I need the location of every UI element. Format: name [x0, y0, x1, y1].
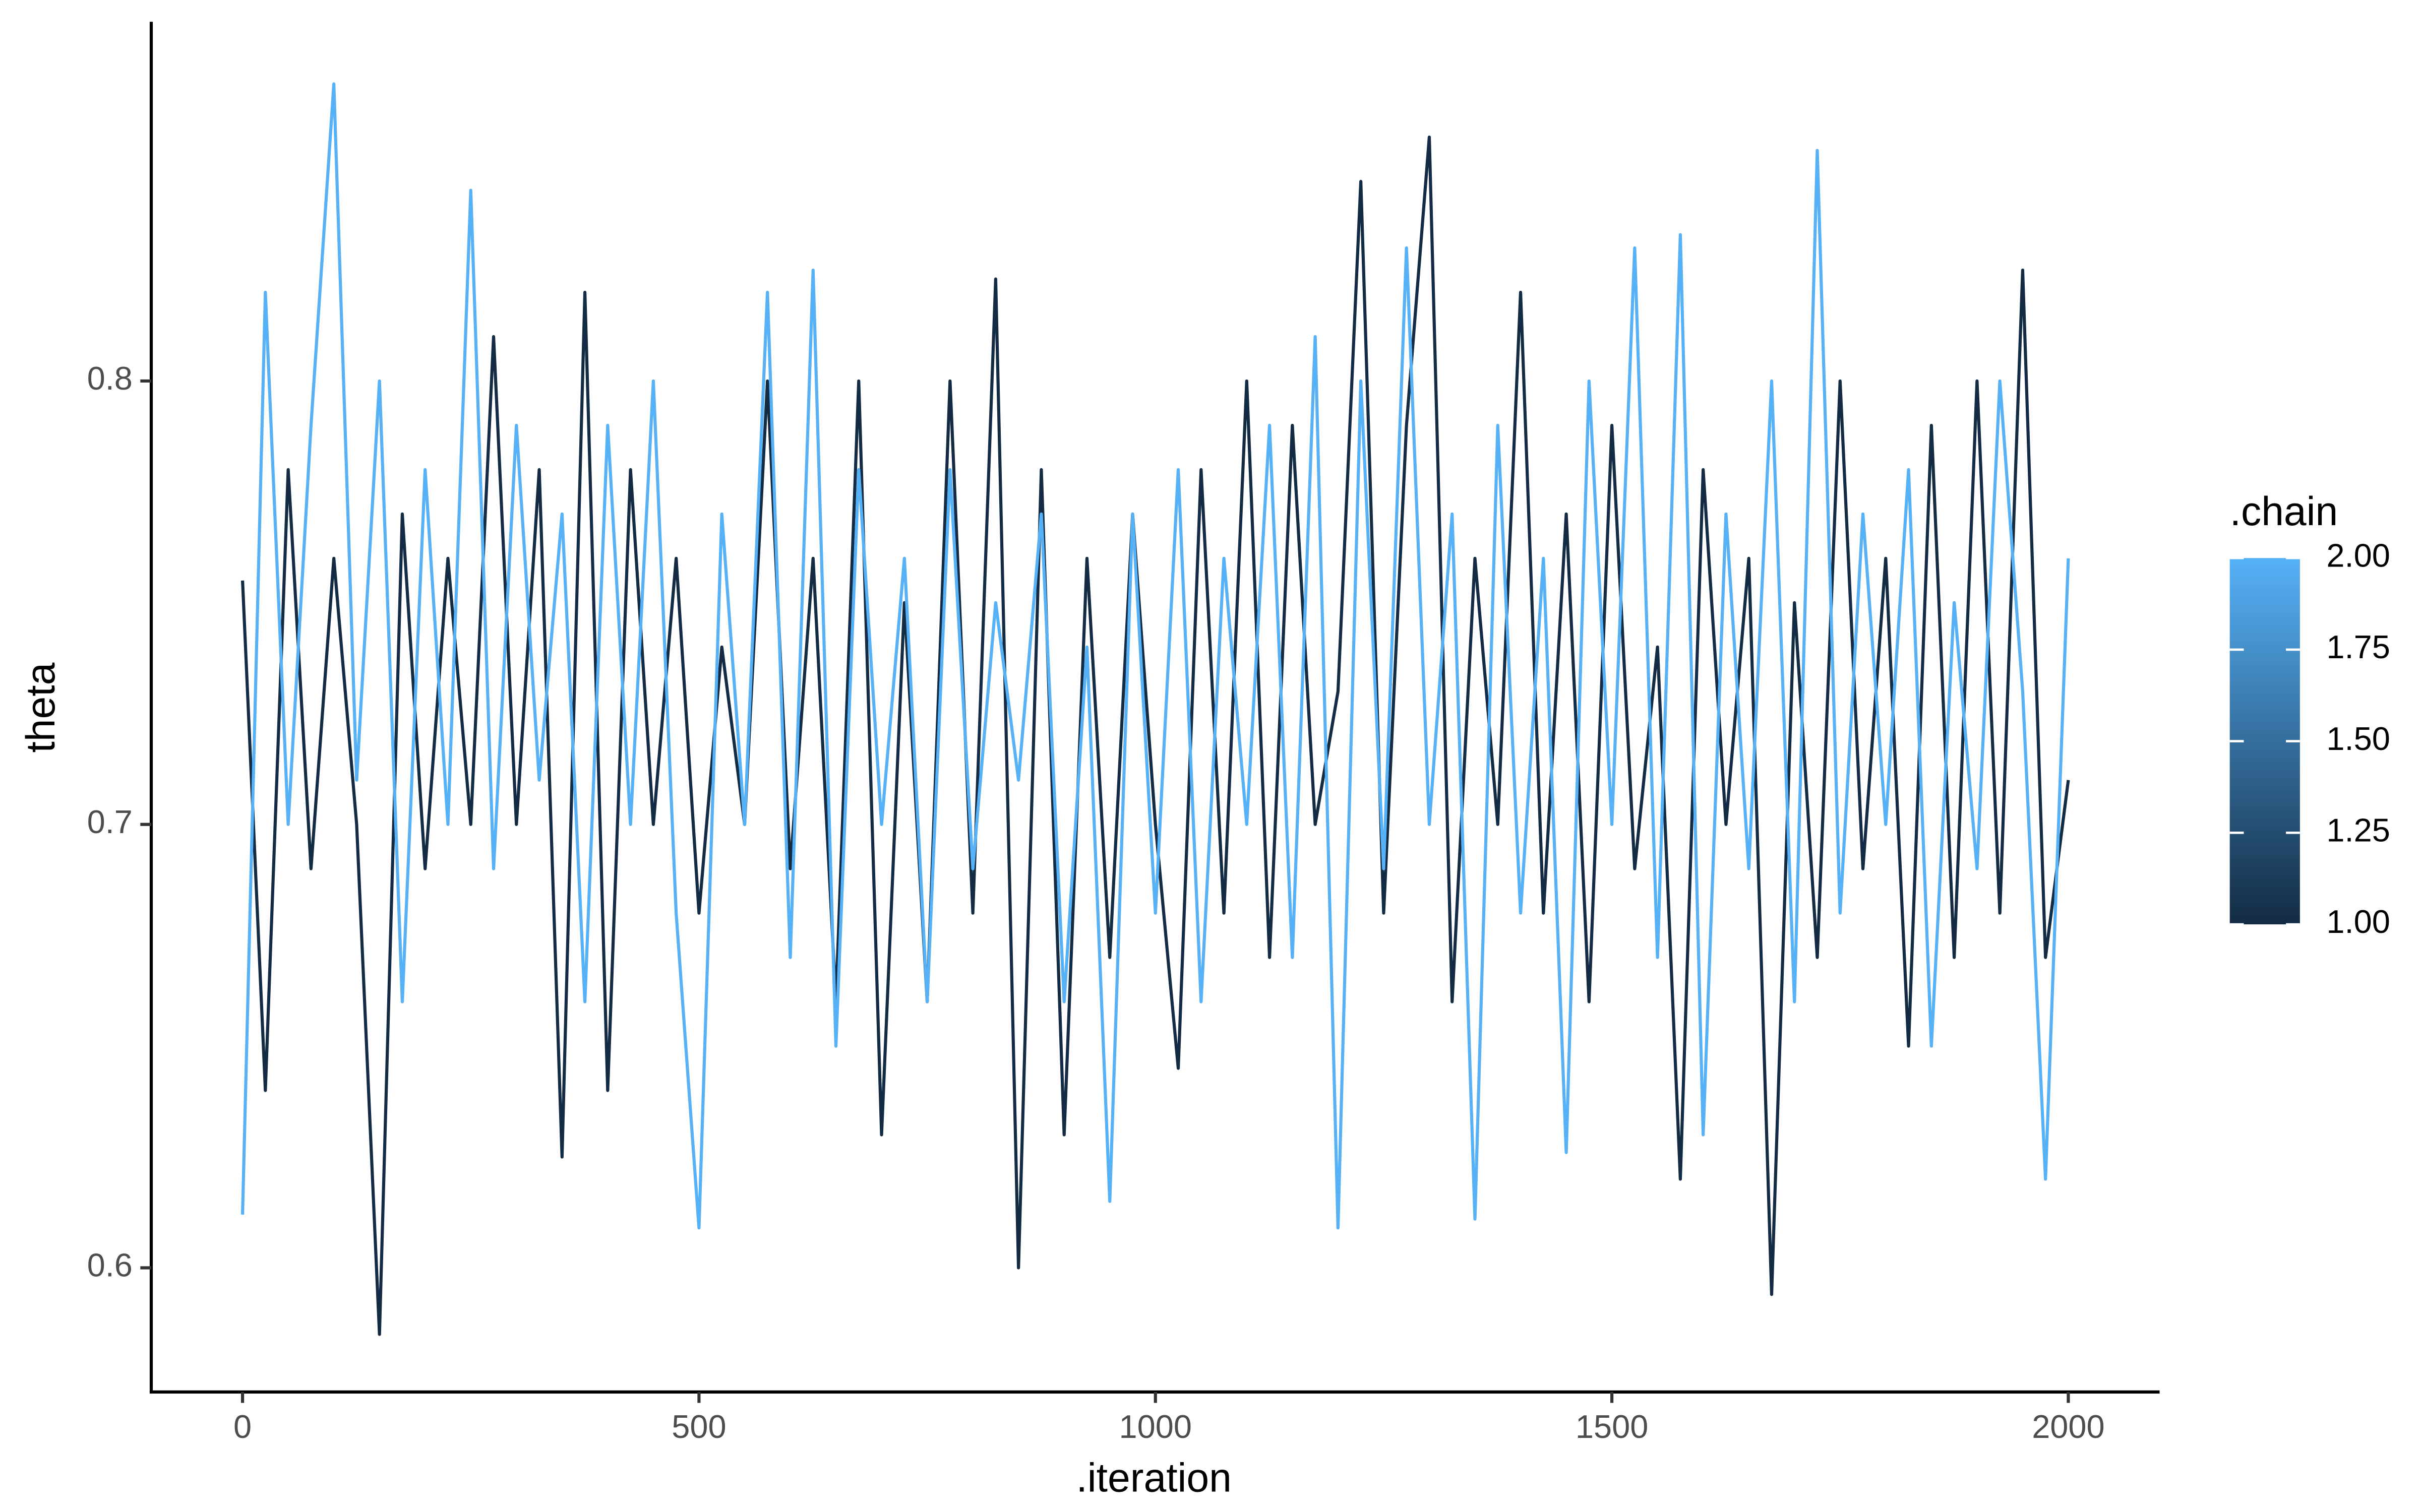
y-tick-label: 0.6	[87, 1247, 133, 1284]
y-tick-label: 0.7	[87, 803, 133, 840]
trace-line	[240, 82, 2070, 1230]
x-tick-label: 2000	[2032, 1408, 2104, 1445]
colorbar-label: 1.25	[2326, 811, 2390, 848]
y-tick-label: 0.8	[87, 360, 133, 397]
legend-title: .chain	[2230, 489, 2338, 534]
plot-area	[240, 82, 2070, 1336]
x-axis-title: .iteration	[1076, 1455, 1231, 1500]
trace-line	[240, 135, 2070, 1336]
colorbar-label: 1.50	[2326, 720, 2390, 757]
x-tick-label: 0	[233, 1408, 252, 1445]
colorbar-label: 2.00	[2326, 537, 2390, 574]
x-tick-label: 1000	[1119, 1408, 1192, 1445]
colorbar-label: 1.00	[2326, 903, 2390, 940]
x-tick-label: 500	[672, 1408, 726, 1445]
y-axis-title: theta	[18, 662, 64, 752]
x-tick-label: 1500	[1576, 1408, 1648, 1445]
colorbar-label: 1.75	[2326, 628, 2390, 665]
